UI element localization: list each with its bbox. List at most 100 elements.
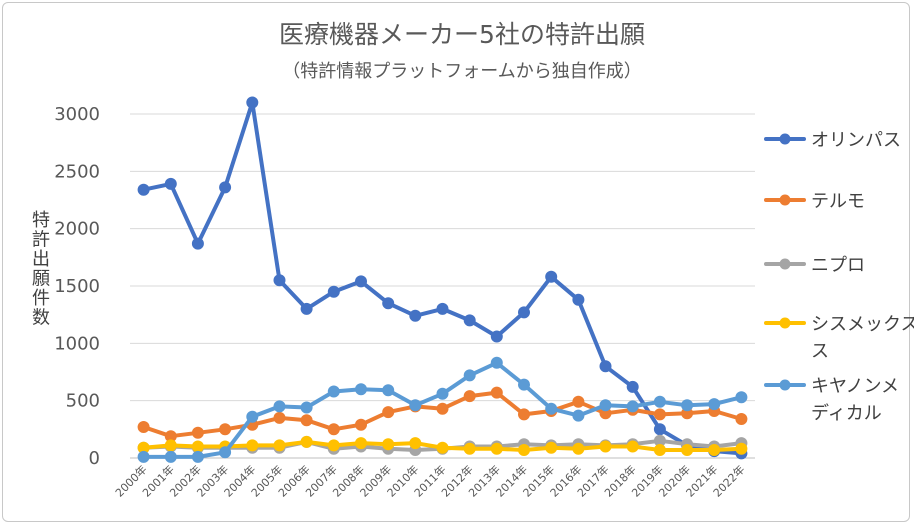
data-point: [545, 441, 558, 454]
y-axis-label-char: 特: [32, 210, 50, 231]
data-point: [463, 369, 476, 382]
data-point: [191, 450, 204, 463]
y-tick-label: 0: [89, 448, 100, 469]
y-tick-label: 500: [66, 391, 100, 412]
y-tick-label: 2500: [54, 161, 100, 182]
data-point: [300, 435, 313, 448]
data-point: [219, 446, 232, 459]
data-point: [708, 444, 721, 456]
data-point: [246, 96, 259, 109]
data-point: [273, 274, 286, 287]
data-point: [436, 402, 449, 415]
data-point: [327, 385, 340, 398]
data-point: [653, 408, 666, 421]
data-point: [327, 439, 340, 452]
data-point: [653, 395, 666, 408]
data-point: [599, 399, 612, 412]
data-point: [490, 356, 503, 369]
legend-label: オリンパス: [811, 130, 901, 151]
data-point: [273, 411, 286, 424]
legend-swatch-marker: [779, 194, 791, 206]
y-axis-label-char: 願: [32, 269, 50, 290]
legend-swatch-marker: [779, 379, 791, 391]
data-point: [164, 450, 177, 463]
legend-label: テルモ: [811, 191, 865, 212]
data-point: [164, 439, 177, 452]
data-point: [327, 285, 340, 298]
data-point: [463, 442, 476, 455]
y-axis-label-char: 出: [32, 249, 50, 270]
data-point: [300, 414, 313, 427]
data-point: [626, 440, 639, 453]
data-point: [191, 237, 204, 250]
data-point: [246, 410, 259, 423]
y-tick-label: 3000: [54, 104, 100, 125]
legend-item: テルモ: [764, 191, 865, 212]
data-point: [735, 442, 748, 455]
data-point: [409, 437, 422, 450]
data-point: [355, 437, 367, 450]
data-point: [518, 444, 530, 456]
data-point: [681, 399, 694, 412]
data-point: [735, 413, 748, 425]
data-point: [572, 293, 585, 306]
data-point: [626, 400, 639, 413]
data-point: [382, 406, 395, 419]
data-point: [653, 423, 666, 436]
data-point: [273, 439, 286, 452]
data-point: [599, 360, 612, 373]
series-lines: [137, 96, 748, 463]
data-point: [572, 442, 585, 455]
data-point: [708, 398, 721, 411]
data-point: [246, 439, 259, 452]
data-point: [137, 450, 150, 463]
data-point: [518, 378, 530, 391]
data-point: [409, 399, 422, 412]
legend-label-cont: ス: [811, 341, 829, 362]
data-point: [137, 421, 150, 433]
data-point: [490, 330, 503, 343]
data-point: [518, 306, 530, 319]
y-tick-label: 1500: [54, 276, 100, 297]
series-3: [137, 435, 748, 456]
data-point: [137, 183, 150, 196]
data-point: [463, 314, 476, 327]
data-point: [355, 383, 367, 396]
legend-label-cont: ディカル: [811, 403, 882, 424]
data-point: [273, 400, 286, 413]
data-point: [545, 270, 558, 283]
data-point: [490, 442, 503, 455]
y-tick-labels: 0 500 1000 1500 2000 2500 3000: [54, 104, 100, 469]
legend-swatch-marker: [779, 317, 791, 329]
data-point: [436, 441, 449, 454]
data-point: [436, 302, 449, 315]
data-point: [300, 302, 313, 315]
legend-item: ニプロ: [764, 255, 865, 276]
data-point: [599, 440, 612, 453]
data-point: [382, 297, 395, 310]
legend-label: ニプロ: [811, 255, 865, 276]
y-tick-label: 2000: [54, 219, 100, 240]
chart-subtitle: （特許情報プラットフォームから独自作成）: [282, 61, 641, 82]
data-point: [164, 177, 177, 190]
data-point: [490, 386, 503, 399]
data-point: [219, 423, 232, 436]
legend-label: シスメックス: [811, 314, 914, 335]
legend-swatch-marker: [779, 258, 791, 270]
chart-title: 医療機器メーカー5社の特許出願: [279, 20, 645, 49]
data-point: [355, 418, 367, 431]
legend-swatch-marker: [779, 133, 791, 145]
y-axis-label-char: 数: [32, 308, 50, 329]
gridlines: [130, 113, 755, 459]
data-point: [572, 395, 585, 408]
data-point: [653, 444, 666, 456]
data-point: [409, 309, 422, 322]
x-tick-labels: 2000年2001年2002年2003年2004年2005年2006年2007年…: [112, 462, 747, 499]
data-point: [681, 444, 694, 456]
